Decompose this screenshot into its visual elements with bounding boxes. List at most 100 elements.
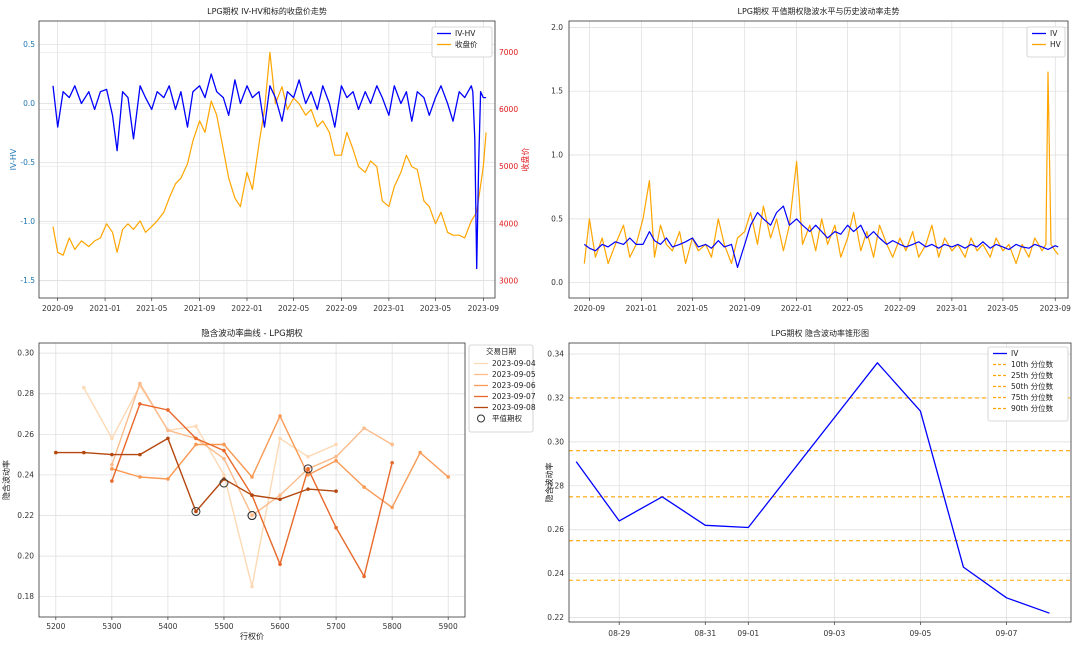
chart2-x-tick-label: 2020-09 <box>574 304 606 313</box>
smile-point-2023-09-08 <box>110 452 114 457</box>
chart3-legend-label: 2023-09-05 <box>492 370 536 379</box>
smile-point-2023-09-08 <box>166 436 170 441</box>
chart3-x-tick-label: 5900 <box>439 622 458 631</box>
smile-point-2023-09-06 <box>222 442 226 447</box>
chart1-y-tick-label: -0.5 <box>20 158 35 167</box>
chart1-x-tick-label: 2022-09 <box>326 304 358 313</box>
smile-point-2023-09-04 <box>82 385 86 390</box>
chart2-x-tick-label: 2022-09 <box>884 304 916 313</box>
smile-point-2023-09-08 <box>334 489 338 493</box>
smile-point-2023-09-06 <box>418 450 422 455</box>
chart1-legend-label: IV-HV <box>455 29 476 38</box>
chart4-y-tick-label: 0.24 <box>547 569 564 578</box>
chart4-x-tick-label: 08-29 <box>608 629 630 638</box>
close-price-line <box>52 51 487 256</box>
chart3-plot-frame <box>38 342 466 618</box>
chart4-y-tick-label: 0.28 <box>547 481 564 490</box>
iv-line <box>583 205 1059 268</box>
smile-line-2023-09-07 <box>111 403 393 578</box>
chart3-y-tick-label: 0.22 <box>17 511 34 520</box>
chart4-y-tick-label: 0.30 <box>547 437 564 446</box>
chart2-x-tick-label: 2022-05 <box>832 304 864 313</box>
chart-iv-smile: 隐含波动率曲线 - LPG期权 5200 5300 5400 5500 5600 5700 5… <box>1 328 536 641</box>
smile-point-2023-09-07 <box>166 408 170 412</box>
smile-point-2023-09-07 <box>334 525 338 530</box>
smile-point-2023-09-06 <box>446 475 450 479</box>
smile-point-2023-09-07 <box>390 460 394 465</box>
chart2-y-tick-label: 1.5 <box>551 87 563 96</box>
smile-point-2023-09-07 <box>222 448 226 453</box>
chart1-y2-axis-label: 收盘价 <box>520 148 530 172</box>
smile-point-2023-09-05 <box>138 381 142 386</box>
chart1-x-tick-label: 2021-05 <box>136 304 168 313</box>
chart2-x-tick-label: 2022-01 <box>781 304 813 313</box>
chart2-x-tick-label: 2023-05 <box>987 304 1019 313</box>
chart3-x-tick-label: 5200 <box>46 622 65 631</box>
chart3-x-axis-label: 行权价 <box>240 631 264 641</box>
chart4-y-tick-label: 0.26 <box>547 525 564 534</box>
chart4-y-axis-label: 隐含波动率 <box>544 463 554 503</box>
chart1-y-axis-label: IV-HV <box>9 148 18 170</box>
chart1-legend-box <box>431 26 493 58</box>
chart-iv-hv-close: LPG期权 IV-HV和标的收盘价走势 2020-09 2021-01 2021-05… <box>9 6 530 313</box>
chart1-y2-tick-label: 6000 <box>499 105 518 114</box>
smile-point-2023-09-07 <box>362 574 366 579</box>
smile-point-2023-09-04 <box>250 584 254 589</box>
atm-marker-2023-09-06 <box>219 478 229 488</box>
smile-point-2023-09-05 <box>250 513 254 518</box>
chart2-x-tick-label: 2023-09 <box>1040 304 1072 313</box>
smile-point-2023-09-06 <box>278 414 282 418</box>
hv-line <box>583 71 1059 265</box>
smile-point-2023-09-08 <box>194 509 198 514</box>
smile-point-2023-09-07 <box>138 402 142 406</box>
chart4-plot-frame <box>568 342 1072 623</box>
chart-iv-cone: LPG期权 隐含波动率锥形图 08-29 08-31 09-01 09-03 09-05 0… <box>544 328 1072 638</box>
smile-point-2023-09-06 <box>166 477 170 481</box>
chart2-y-tick-label: 1.0 <box>551 151 563 160</box>
chart4-legend-label: 50th 分位数 <box>1011 381 1054 391</box>
chart3-legend-label: 2023-09-08 <box>492 403 536 412</box>
chart1-x-tick-label: 2023-01 <box>373 304 405 313</box>
chart1-y-tick-label: 0.5 <box>23 40 35 49</box>
smile-point-2023-09-08 <box>306 487 310 491</box>
smile-point-2023-09-08 <box>278 497 282 502</box>
smile-point-2023-09-04 <box>222 473 226 477</box>
smile-point-2023-09-06 <box>110 467 114 471</box>
smile-point-2023-09-04 <box>110 436 114 441</box>
chart3-legend-title: 交易日期 <box>486 346 516 356</box>
smile-point-2023-09-06 <box>194 442 198 447</box>
chart3-x-tick-label: 5300 <box>102 622 121 631</box>
chart3-x-tick-label: 5600 <box>270 622 289 631</box>
chart4-x-tick-label: 09-07 <box>996 629 1018 638</box>
chart1-x-tick-label: 2023-09 <box>468 304 500 313</box>
chart4-x-tick-label: 09-01 <box>737 629 759 638</box>
iv-cone-line <box>575 362 1050 614</box>
chart2-plot-frame <box>568 20 1069 299</box>
smile-point-2023-09-07 <box>110 479 114 483</box>
chart4-x-tick-label: 09-03 <box>823 629 845 638</box>
chart1-y-tick-label: 0.0 <box>23 99 35 108</box>
chart3-y-tick-label: 0.26 <box>17 430 34 439</box>
chart4-legend-label: 10th 分位数 <box>1011 359 1054 369</box>
chart3-title: 隐含波动率曲线 - LPG期权 <box>201 328 303 339</box>
chart3-legend-box <box>468 344 534 433</box>
chart4-legend-label: 25th 分位数 <box>1011 370 1054 380</box>
chart1-x-tick-label: 2021-09 <box>184 304 216 313</box>
smile-point-2023-09-07 <box>278 562 282 567</box>
chart2-x-tick-label: 2021-09 <box>729 304 761 313</box>
chart2-legend-label: IV <box>1050 29 1058 38</box>
smile-point-2023-09-08 <box>82 450 86 455</box>
chart3-y-tick-label: 0.20 <box>17 552 34 561</box>
chart2-x-tick-label: 2021-05 <box>677 304 709 313</box>
chart3-y-axis-label: 隐含波动率 <box>1 460 11 500</box>
chart1-y-tick-label: -1.5 <box>20 276 35 285</box>
chart4-title: LPG期权 隐含波动率锥形图 <box>771 328 869 338</box>
smile-point-2023-09-05 <box>390 442 394 447</box>
chart3-x-tick-label: 5800 <box>383 622 402 631</box>
smile-point-2023-09-05 <box>110 462 114 467</box>
atm-marker-2023-09-07 <box>303 464 313 474</box>
chart1-x-tick-label: 2022-01 <box>231 304 263 313</box>
chart2-title: LPG期权 平值期权隐波水平与历史波动率走势 <box>737 6 899 16</box>
smile-point-2023-09-08 <box>138 452 142 457</box>
chart1-x-tick-label: 2020-09 <box>42 304 74 313</box>
